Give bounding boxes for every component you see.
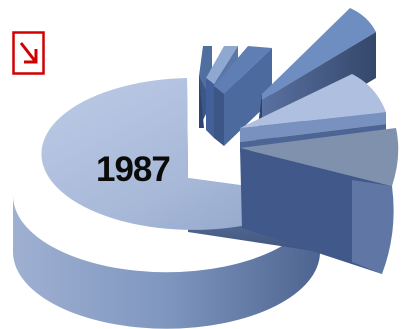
- slice-4-wall: [214, 86, 224, 146]
- slice-4-top: [214, 46, 272, 94]
- slice-7-rim: [352, 180, 394, 274]
- slice-7-top: [240, 128, 399, 186]
- pie-slice-4: [214, 46, 272, 146]
- slice-3-top: [206, 46, 238, 84]
- slice-2-wall: [199, 76, 204, 128]
- slice-1-side: [12, 195, 321, 329]
- arrow-down-right-icon[interactable]: [12, 31, 45, 75]
- slice-3-wall: [206, 78, 214, 138]
- center-label: 1987: [96, 150, 170, 189]
- slice-4-side: [224, 48, 272, 146]
- pie-slice-7: [240, 128, 399, 274]
- slice-5-top: [262, 8, 376, 100]
- slice-6-top: [240, 74, 386, 128]
- slice-6-side: [240, 112, 386, 142]
